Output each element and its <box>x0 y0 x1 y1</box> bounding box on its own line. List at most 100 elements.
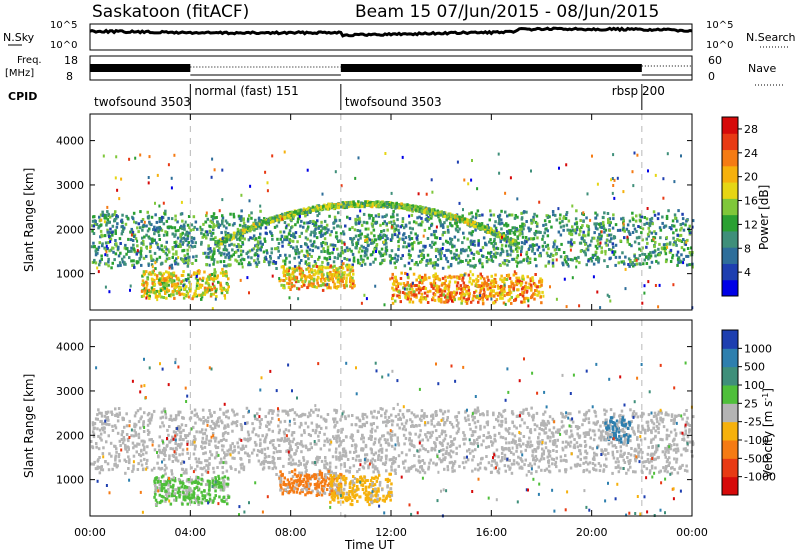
data-cell <box>500 218 503 222</box>
data-cell <box>604 241 607 245</box>
data-cell <box>207 282 210 285</box>
data-speck <box>403 287 406 291</box>
data-cell <box>437 250 440 253</box>
data-speck <box>467 182 470 186</box>
data-cell <box>439 221 442 225</box>
data-cell <box>118 261 122 265</box>
data-cell <box>651 222 654 226</box>
data-cell <box>593 231 596 235</box>
data-speck <box>283 150 286 154</box>
data-cell <box>298 268 302 272</box>
data-cell <box>331 278 334 282</box>
data-cell <box>173 259 177 263</box>
data-cell <box>437 287 440 291</box>
data-cell <box>509 291 513 295</box>
data-cell <box>140 289 144 293</box>
data-cell <box>426 237 430 240</box>
data-cell <box>174 218 177 222</box>
colorbar-swatch <box>722 117 738 134</box>
data-cell <box>315 285 319 289</box>
data-cell <box>391 212 395 216</box>
data-cell <box>424 208 427 212</box>
data-cell <box>619 239 622 243</box>
data-cell <box>377 234 380 238</box>
data-cell <box>535 243 539 247</box>
data-cell <box>336 278 340 282</box>
data-cell <box>575 259 578 263</box>
data-cell <box>459 259 462 263</box>
data-cell <box>209 225 212 229</box>
data-cell <box>534 273 537 276</box>
data-cell <box>207 252 210 255</box>
data-cell <box>113 212 116 216</box>
data-cell <box>262 459 265 463</box>
data-cell <box>309 239 312 243</box>
data-speck <box>654 284 657 287</box>
data-cell <box>410 259 414 263</box>
data-cell <box>176 262 180 266</box>
data-cell <box>107 241 110 244</box>
data-cell <box>649 218 652 222</box>
data-cell <box>498 222 502 226</box>
data-cell <box>311 208 314 212</box>
data-cell <box>642 262 645 266</box>
data-cell <box>238 223 242 227</box>
data-cell <box>360 232 363 236</box>
data-cell <box>125 247 128 251</box>
data-cell <box>282 265 285 269</box>
data-cell <box>518 233 521 237</box>
data-cell <box>289 288 292 291</box>
data-cell <box>548 220 551 224</box>
data-cell <box>100 411 103 415</box>
data-cell <box>405 292 409 296</box>
data-cell <box>451 243 454 247</box>
data-cell <box>596 239 599 243</box>
data-cell <box>468 280 471 284</box>
data-cell <box>169 225 173 229</box>
data-cell <box>170 217 174 221</box>
data-cell <box>435 213 438 217</box>
data-cell <box>139 226 142 230</box>
data-speck <box>281 217 284 221</box>
data-cell <box>187 277 190 281</box>
data-cell <box>110 231 114 235</box>
data-cell <box>688 263 691 267</box>
data-cell <box>182 279 185 283</box>
data-cell <box>516 279 519 283</box>
data-cell <box>409 291 413 294</box>
data-cell <box>350 249 353 253</box>
data-cell <box>506 214 509 218</box>
data-cell <box>408 235 411 238</box>
data-cell <box>628 264 631 268</box>
data-cell <box>300 259 303 262</box>
data-cell <box>336 224 340 228</box>
data-cell <box>188 245 191 249</box>
data-cell <box>532 292 535 296</box>
data-cell <box>183 227 186 231</box>
data-cell <box>326 250 329 254</box>
data-cell <box>336 285 340 289</box>
data-cell <box>246 439 250 443</box>
data-cell <box>518 443 521 447</box>
data-cell <box>210 288 213 291</box>
data-cell <box>567 240 570 244</box>
data-cell <box>201 446 204 450</box>
data-cell <box>298 235 302 238</box>
data-cell <box>397 290 401 294</box>
data-cell <box>160 219 163 223</box>
data-cell <box>647 226 650 230</box>
y-tick-label: 3000 <box>56 179 84 192</box>
data-cell <box>684 242 687 246</box>
colorbar-tick-label: 8 <box>744 242 751 255</box>
data-cell <box>405 294 408 298</box>
data-cell <box>155 257 159 261</box>
data-cell <box>515 256 519 260</box>
data-cell <box>492 247 496 251</box>
data-cell <box>612 236 616 240</box>
data-cell <box>632 223 635 227</box>
data-speck <box>359 209 362 213</box>
data-cell <box>284 269 287 273</box>
data-cell <box>481 294 484 298</box>
data-cell <box>459 284 463 288</box>
data-cell <box>681 222 685 226</box>
